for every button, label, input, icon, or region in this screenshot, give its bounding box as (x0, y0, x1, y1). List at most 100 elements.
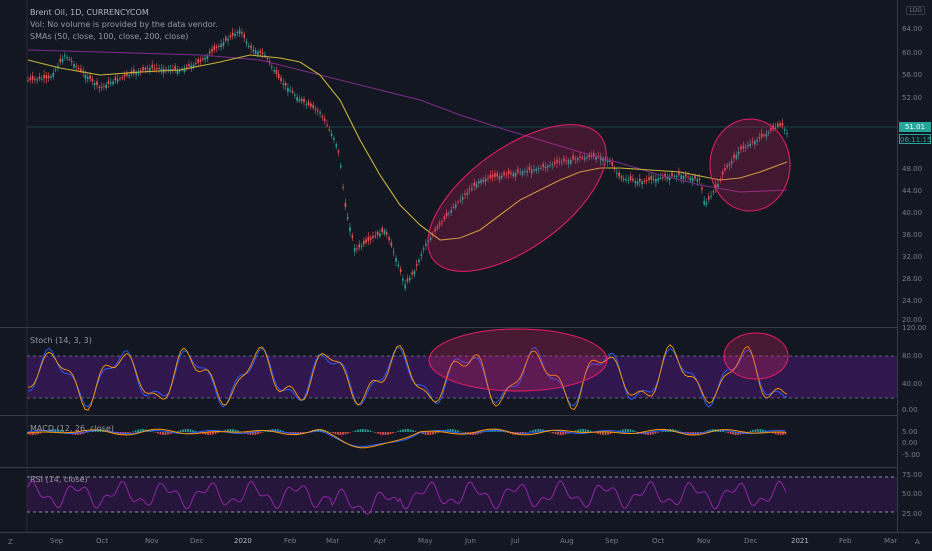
candle-body (641, 181, 643, 185)
macd-bar (142, 429, 144, 432)
candle-body (611, 162, 613, 166)
candle-body (689, 177, 692, 181)
candle-body (64, 55, 66, 57)
price-axis[interactable]: LOG 64.00 60.00 56.00 52.00 48.00 44.00 … (897, 0, 932, 532)
macd-bar (559, 432, 562, 435)
time-label: May (418, 537, 433, 545)
auto-scale-button[interactable]: A (915, 538, 920, 546)
macd-bar (277, 429, 279, 432)
candle-body (112, 81, 114, 85)
macd-bar (679, 431, 682, 432)
stoch-legend[interactable]: Stoch (14, 3, 3) (30, 336, 92, 345)
macd-bar (192, 430, 194, 432)
candle-body (346, 217, 349, 219)
macd-bar (229, 429, 232, 432)
current-price-tag: 51.01 (899, 122, 931, 132)
macd-bar (209, 432, 212, 435)
candle-body (142, 66, 144, 71)
candle-body (733, 154, 735, 158)
macd-bar (179, 430, 182, 432)
log-scale-button[interactable]: LOG (906, 6, 925, 15)
price-label: 28.00 (902, 275, 923, 283)
candle-body (291, 90, 294, 93)
candle-body (572, 155, 574, 160)
macd-bar (217, 432, 219, 433)
time-label: Feb (284, 537, 297, 545)
candle-body (544, 166, 547, 169)
candle-body (565, 160, 567, 162)
candle-body (172, 69, 174, 71)
zoom-button[interactable]: Z (8, 538, 13, 546)
candle-body (390, 242, 393, 246)
macd-bar (194, 430, 197, 432)
candle-body (501, 175, 503, 178)
macd-bar (332, 432, 334, 434)
candle-body (420, 254, 423, 256)
candle-body (80, 68, 82, 71)
candle-body (374, 235, 377, 237)
highlight-ellipse-stoch-1 (428, 328, 608, 392)
candle-body (450, 210, 452, 213)
candle-body (632, 178, 634, 181)
macd-bar (649, 432, 652, 435)
candle-body (609, 160, 611, 162)
candle-body (179, 69, 181, 72)
macd-bar (587, 429, 589, 432)
pane-divider-rsi[interactable] (0, 467, 897, 468)
macd-bar (399, 430, 402, 432)
time-label: Mar (326, 537, 340, 545)
macd-bar (367, 429, 369, 432)
candle-body (123, 74, 126, 77)
candle-body (519, 171, 521, 173)
macd-bar (152, 431, 154, 433)
macd-bar (427, 432, 429, 435)
macd-bar (459, 431, 462, 432)
candle-body (328, 129, 331, 131)
candle-body (678, 171, 680, 176)
pane-divider-macd[interactable] (0, 415, 897, 416)
candle-body (243, 34, 245, 38)
macd-label: 5.00 (902, 428, 918, 436)
candle-body (666, 176, 669, 180)
candle-body (245, 41, 248, 44)
candle-body (215, 46, 218, 48)
macd-legend[interactable]: MACD (12, 26, close) (30, 424, 114, 433)
candle-body (340, 165, 342, 168)
rsi-legend[interactable]: RSI (14, close) (30, 475, 88, 484)
candle-body (326, 124, 328, 126)
pane-divider-stoch[interactable] (0, 327, 897, 328)
candle-body (643, 180, 646, 182)
macd-bar (212, 432, 214, 435)
candle-body (268, 60, 271, 63)
macd-bar (659, 431, 662, 433)
candle-body (560, 161, 563, 163)
candle-body (397, 264, 400, 267)
candle-body (185, 66, 188, 68)
candle-body (595, 156, 597, 161)
time-axis[interactable]: Sep Oct Nov Dec 2020 Feb Mar Apr May Jun… (0, 532, 932, 551)
candle-body (107, 80, 110, 84)
candle-body (763, 135, 765, 137)
candle-body (770, 128, 772, 131)
candle-body (415, 264, 418, 266)
macd-bar (117, 432, 119, 435)
candle-body (87, 77, 89, 79)
candle-body (119, 77, 121, 79)
candle-body (606, 160, 609, 162)
macd-bar (129, 432, 132, 433)
macd-line (27, 429, 786, 447)
macd-bar (389, 432, 392, 435)
symbol-legend[interactable]: Brent Oil, 1D, CURRENCYCOM (30, 8, 149, 17)
volume-legend[interactable]: Vol: No volume is provided by the data v… (30, 20, 218, 29)
candle-body (365, 239, 367, 243)
candle-body (691, 178, 694, 182)
candle-body (206, 55, 209, 59)
sma-legend[interactable]: SMAs (50, close, 100, close, 200, close) (30, 32, 189, 41)
candle-body (402, 278, 404, 281)
candle-body (220, 44, 222, 48)
time-label: Jul (511, 537, 520, 545)
macd-bar (632, 430, 634, 432)
macd-bar (747, 431, 749, 433)
macd-bar (539, 429, 542, 432)
